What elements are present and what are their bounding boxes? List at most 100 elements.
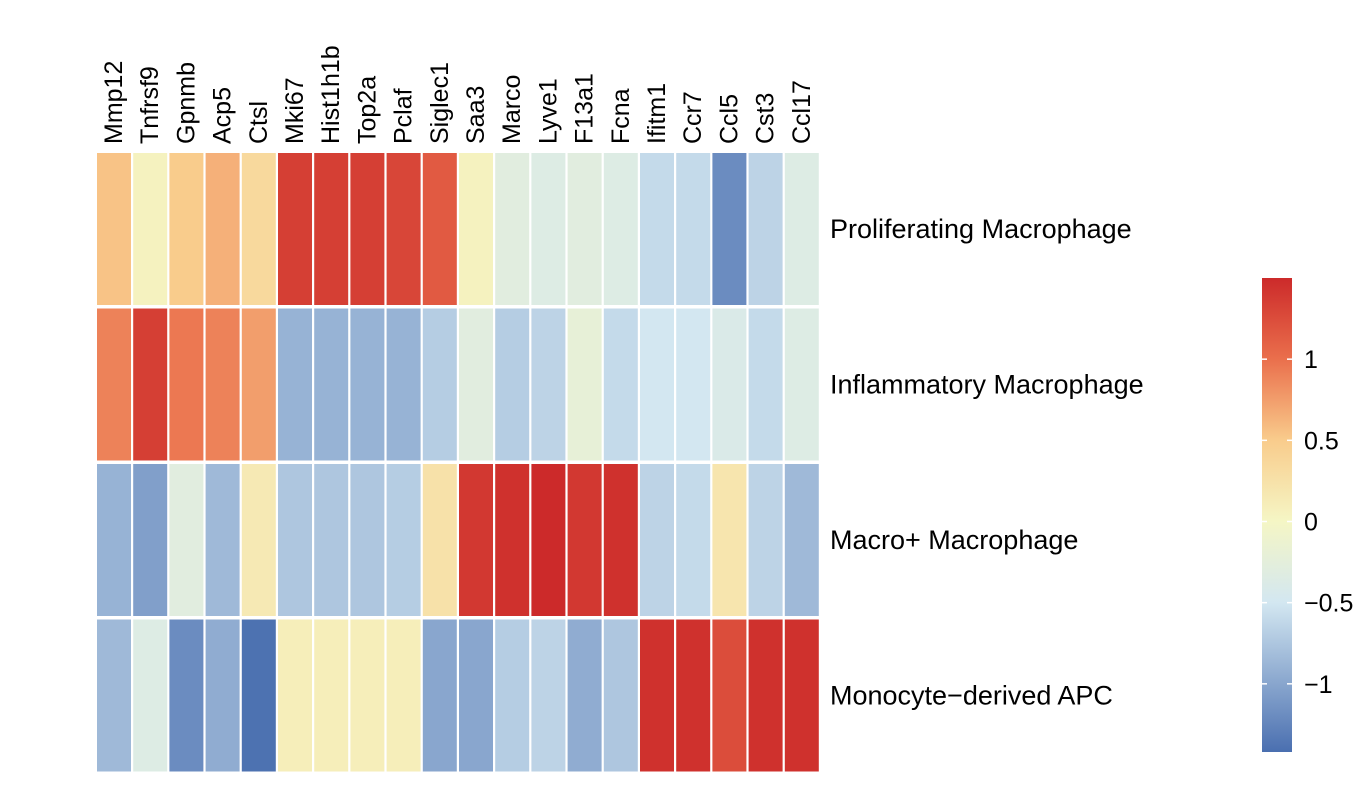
legend-tick-label: −0.5 [1304, 590, 1353, 618]
heatmap-cell [712, 619, 747, 772]
heatmap-cell [422, 619, 457, 772]
heatmap-cells [97, 153, 819, 772]
heatmap-cell [205, 153, 240, 305]
heatmap-cell [495, 153, 530, 305]
heatmap-cell [169, 619, 204, 772]
heatmap-cell [241, 464, 276, 616]
heatmap-cell [241, 619, 276, 772]
heatmap-cell [386, 464, 421, 616]
heatmap-cell [748, 464, 783, 616]
heatmap-cell [748, 308, 783, 461]
heatmap-cell [531, 308, 566, 461]
row-label: Monocyte−derived APC [830, 681, 1113, 711]
heatmap-cell [567, 308, 602, 461]
heatmap-cell [278, 153, 312, 305]
heatmap-cell [640, 619, 674, 772]
heatmap-cell [603, 153, 638, 305]
column-labels: Mmp12 Tnfrsf9 Gpnmb Acp5 Ctsl Mki67 Hist1h1b To… [100, 45, 816, 144]
heatmap-cell [495, 464, 530, 616]
heatmap-cell [422, 153, 457, 305]
heatmap-cell [350, 153, 385, 305]
column-label: Pclaf [390, 88, 418, 144]
legend-tick-label: 0 [1304, 508, 1318, 536]
heatmap-cell [133, 464, 168, 616]
heatmap-cell [350, 308, 385, 461]
heatmap-cell [422, 464, 457, 616]
row-label: Inflammatory Macrophage [830, 370, 1144, 400]
heatmap-cell [459, 308, 493, 461]
column-label: Gpnmb [172, 62, 200, 144]
heatmap-cell [205, 464, 240, 616]
column-label: Ifitm1 [643, 83, 671, 144]
column-label: Ccl17 [788, 80, 816, 144]
heatmap-cell [567, 464, 602, 616]
column-label: Tnfrsf9 [136, 66, 164, 144]
column-label: Cst3 [752, 93, 780, 144]
heatmap-cell [459, 464, 493, 616]
heatmap-cell [640, 464, 674, 616]
color-legend: 1 0.5 0 −0.5 −1 [1262, 278, 1353, 752]
heatmap-cell [712, 153, 747, 305]
heatmap-cell [205, 308, 240, 461]
heatmap-cell [531, 464, 566, 616]
legend-colorbar [1262, 278, 1292, 752]
heatmap-cell [133, 308, 168, 461]
heatmap-cell [676, 464, 711, 616]
heatmap-cell [784, 619, 819, 772]
column-label: Acp5 [209, 87, 237, 144]
row-labels: Proliferating Macrophage Inflammatory Mac… [830, 214, 1144, 711]
heatmap-cell [350, 464, 385, 616]
heatmap-cell [676, 619, 711, 772]
row-label: Macro+ Macrophage [830, 525, 1078, 555]
heatmap-cell [314, 619, 349, 772]
heatmap-cell [278, 308, 312, 461]
heatmap-cell [459, 153, 493, 305]
column-label: Ccr7 [679, 91, 707, 144]
heatmap-cell [748, 619, 783, 772]
heatmap-cell [495, 619, 530, 772]
heatmap-cell [133, 619, 168, 772]
heatmap-cell [640, 153, 674, 305]
heatmap-cell [169, 153, 204, 305]
heatmap-cell [97, 308, 131, 461]
heatmap-cell [784, 308, 819, 461]
column-label: Hist1h1b [317, 45, 345, 144]
heatmap-cell [314, 464, 349, 616]
column-label: Marco [498, 75, 526, 144]
heatmap-cell [169, 308, 204, 461]
heatmap-cell [603, 619, 638, 772]
heatmap-cell [784, 464, 819, 616]
heatmap-cell [495, 308, 530, 461]
column-label: Lyve1 [534, 78, 562, 144]
legend-tick-label: −1 [1304, 671, 1333, 699]
heatmap-cell [676, 153, 711, 305]
heatmap-cell [205, 619, 240, 772]
heatmap-cell [241, 308, 276, 461]
heatmap-cell [712, 308, 747, 461]
heatmap-cell [97, 464, 131, 616]
heatmap-cell [459, 619, 493, 772]
heatmap-cell [314, 308, 349, 461]
heatmap-cell [278, 619, 312, 772]
column-label: Mki67 [281, 77, 309, 144]
heatmap-cell [784, 153, 819, 305]
heatmap-cell [350, 619, 385, 772]
heatmap-cell [169, 464, 204, 616]
column-label: Ctsl [245, 101, 273, 144]
heatmap-cell [133, 153, 168, 305]
heatmap-cell [748, 153, 783, 305]
column-label: Saa3 [462, 86, 490, 144]
heatmap-cell [712, 464, 747, 616]
heatmap-cell [386, 308, 421, 461]
heatmap-cell [314, 153, 349, 305]
column-label: Fcna [607, 88, 635, 144]
column-label: Ccl5 [715, 94, 743, 144]
heatmap-cell [531, 619, 566, 772]
column-label: F13a1 [571, 73, 599, 144]
heatmap-cell [603, 308, 638, 461]
legend-tick-label: 0.5 [1304, 427, 1339, 455]
heatmap-cell [567, 619, 602, 772]
column-label: Siglec1 [426, 62, 454, 144]
heatmap-cell [97, 153, 131, 305]
legend-ticks: 1 0.5 0 −0.5 −1 [1262, 346, 1353, 699]
